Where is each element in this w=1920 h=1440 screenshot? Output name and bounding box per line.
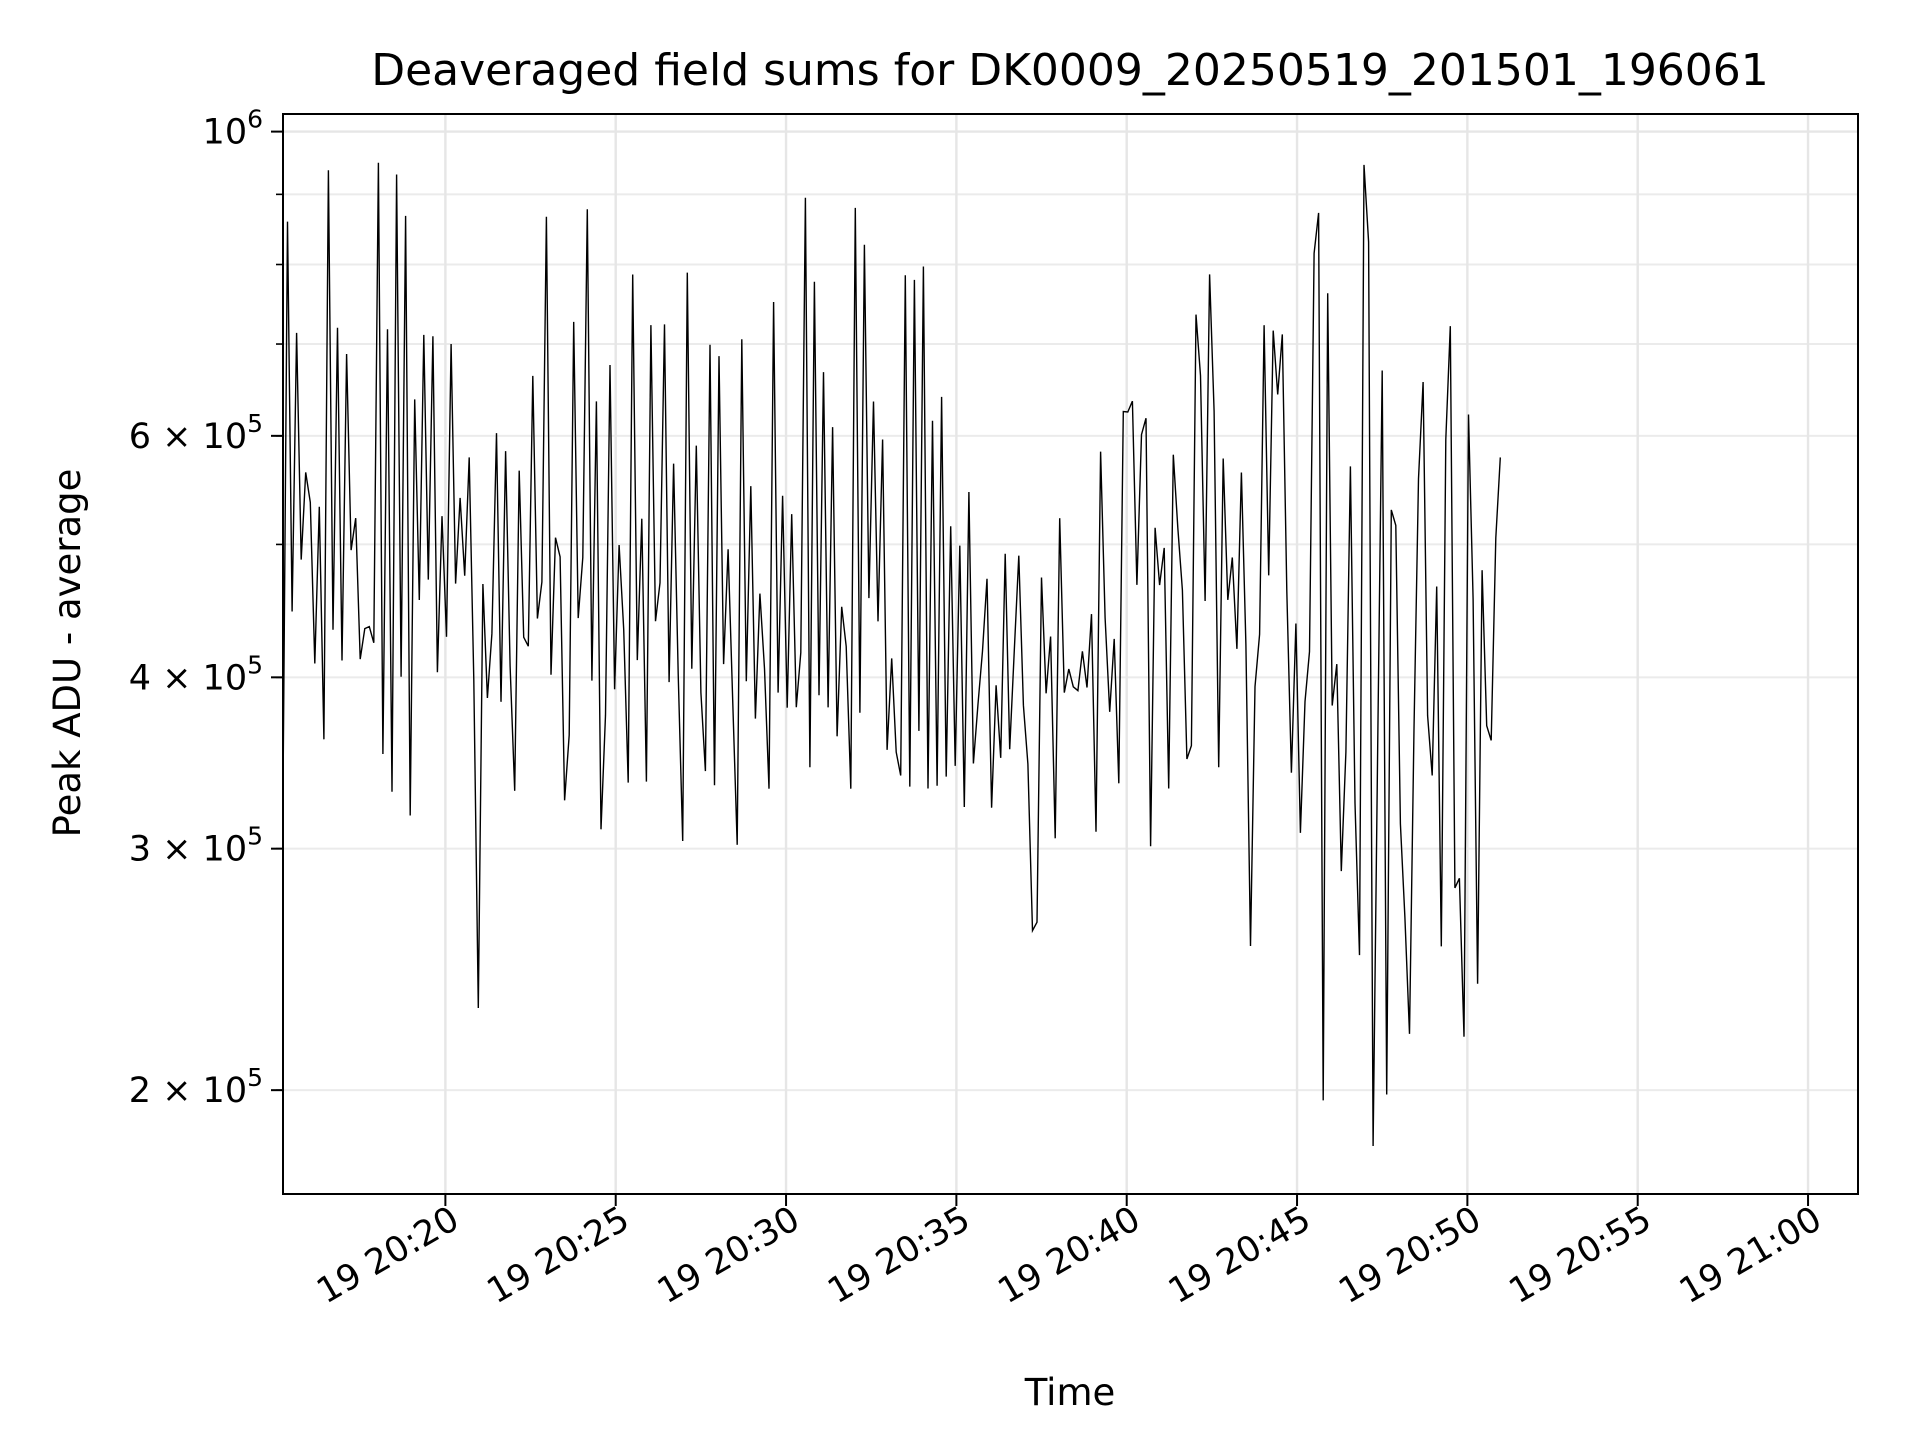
y-tick-label: 4 × 105 <box>129 650 263 698</box>
plot-frame <box>282 113 1859 1195</box>
x-axis-label: Time <box>1024 1371 1116 1414</box>
series-layer <box>282 162 1501 1147</box>
chart-title: Deaveraged field sums for DK0009_2025051… <box>371 45 1769 96</box>
y-axis: 106 6 × 105 4 × 105 3 × 105 2 × 105 <box>129 105 283 1111</box>
y-tick-label: 2 × 105 <box>129 1063 263 1111</box>
y-axis-label: Peak ADU - average <box>46 469 89 838</box>
y-tick-label: 106 <box>203 105 263 153</box>
y-tick-label: 3 × 105 <box>129 822 263 870</box>
series-line <box>282 162 1501 1147</box>
y-tick-label: 6 × 105 <box>129 409 263 457</box>
